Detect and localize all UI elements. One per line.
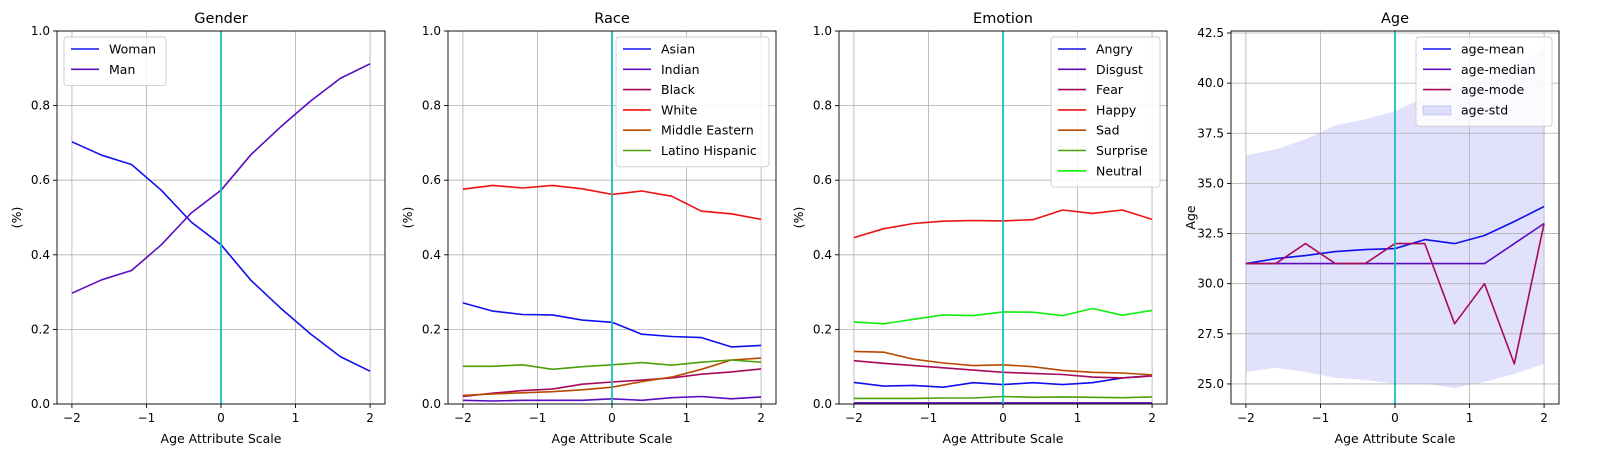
y-tick-label: 30.0 bbox=[1197, 277, 1224, 291]
legend: Angry Disgust Fear Happy Sad Surprise Neutral bbox=[1050, 36, 1161, 188]
legend-label: Neutral bbox=[1096, 163, 1142, 178]
x-tick-label: −1 bbox=[529, 411, 547, 425]
y-tick-label: 1.0 bbox=[31, 24, 50, 38]
y-tick-label: 32.5 bbox=[1197, 227, 1224, 241]
x-tick-label: −2 bbox=[845, 411, 863, 425]
legend-label: Sad bbox=[1096, 123, 1120, 138]
y-tick-label: 0.4 bbox=[422, 248, 441, 262]
y-tick-label: 0.0 bbox=[31, 397, 50, 411]
x-axis-label: Age Attribute Scale bbox=[552, 431, 673, 446]
x-tick-label: 0 bbox=[608, 411, 616, 425]
y-tick-label: 0.6 bbox=[31, 173, 50, 187]
x-tick-label: 1 bbox=[683, 411, 691, 425]
y-tick-label: 0.6 bbox=[422, 173, 441, 187]
chart-title: Gender bbox=[194, 11, 247, 27]
x-tick-label: −1 bbox=[138, 411, 156, 425]
legend-label: age-mode bbox=[1461, 82, 1525, 97]
legend-label: Latino Hispanic bbox=[661, 143, 757, 158]
y-axis-label: (%) bbox=[9, 207, 24, 229]
y-tick-label: 0.4 bbox=[31, 248, 50, 262]
legend-label: Disgust bbox=[1096, 62, 1143, 77]
y-tick-label: 42.5 bbox=[1197, 26, 1224, 40]
y-tick-label: 0.6 bbox=[813, 173, 832, 187]
legend-label: Fear bbox=[1096, 82, 1124, 97]
y-axis-label: (%) bbox=[400, 207, 415, 229]
y-tick-label: 1.0 bbox=[813, 24, 832, 38]
legend-label: Surprise bbox=[1096, 143, 1148, 158]
x-tick-label: −2 bbox=[63, 411, 81, 425]
y-tick-label: 35.0 bbox=[1197, 176, 1224, 190]
legend-box bbox=[615, 36, 770, 168]
y-tick-label: 37.5 bbox=[1197, 126, 1224, 140]
legend-label: Middle Eastern bbox=[661, 123, 754, 138]
legend-label: Happy bbox=[1096, 102, 1137, 117]
y-tick-label: 0.8 bbox=[813, 99, 832, 113]
legend-label: age-mean bbox=[1461, 42, 1524, 57]
y-tick-label: 0.2 bbox=[422, 322, 441, 336]
x-tick-label: 0 bbox=[999, 411, 1007, 425]
x-axis-label: Age Attribute Scale bbox=[161, 431, 282, 446]
x-tick-label: −1 bbox=[920, 411, 938, 425]
legend-box bbox=[1050, 36, 1161, 188]
legend-label: White bbox=[661, 102, 698, 117]
x-tick-label: 2 bbox=[757, 411, 765, 425]
y-axis-label: (%) bbox=[791, 207, 806, 229]
legend-label: Angry bbox=[1096, 42, 1134, 57]
x-axis-label: Age Attribute Scale bbox=[1335, 431, 1456, 446]
x-tick-label: 2 bbox=[1148, 411, 1156, 425]
y-tick-label: 40.0 bbox=[1197, 76, 1224, 90]
x-tick-label: 1 bbox=[1074, 411, 1082, 425]
legend: age-mean age-median age-mode age-std bbox=[1415, 36, 1553, 127]
chart-panel-race: −2 −1 0 1 2 0.0 0.2 0.4 0.6 0.8 1.0 Race Age Attribu… bbox=[400, 11, 777, 446]
legend-label: age-std bbox=[1461, 102, 1508, 117]
legend-label: Asian bbox=[661, 42, 695, 57]
chart-panel-emotion: −2 −1 0 1 2 0.0 0.2 0.4 0.6 0.8 1.0 Emotion Age Attr… bbox=[791, 11, 1168, 446]
y-tick-label: 0.8 bbox=[422, 99, 441, 113]
legend-swatch bbox=[1422, 105, 1452, 116]
x-axis-label: Age Attribute Scale bbox=[943, 431, 1064, 446]
x-tick-label: 0 bbox=[217, 411, 225, 425]
x-tick-label: −2 bbox=[1237, 411, 1255, 425]
chart-panel-gender: −2 −1 0 1 2 0.0 0.2 0.4 0.6 0.8 1.0 Gender Age Attri… bbox=[9, 11, 386, 446]
legend-label: Woman bbox=[109, 42, 156, 57]
legend-box bbox=[1415, 36, 1553, 127]
x-tick-label: 2 bbox=[366, 411, 374, 425]
y-tick-label: 0.2 bbox=[813, 322, 832, 336]
legend-label: Man bbox=[109, 62, 135, 77]
chart-title: Race bbox=[594, 11, 630, 27]
y-tick-label: 0.8 bbox=[31, 99, 50, 113]
y-tick-label: 27.5 bbox=[1197, 327, 1224, 341]
chart-panel-age: −2 −1 0 1 2 25.0 27.5 30.0 32.5 35.0 37.5 40.0 42.5 A… bbox=[1183, 11, 1560, 446]
y-tick-label: 0.2 bbox=[31, 322, 50, 336]
x-tick-label: 1 bbox=[292, 411, 300, 425]
y-axis-label: Age bbox=[1183, 205, 1198, 229]
x-tick-label: 0 bbox=[1391, 411, 1399, 425]
x-tick-label: −2 bbox=[454, 411, 472, 425]
chart-title: Emotion bbox=[973, 11, 1033, 27]
legend-label: Indian bbox=[661, 62, 700, 77]
y-tick-label: 0.0 bbox=[813, 397, 832, 411]
legend: Asian Indian Black White Middle Eastern Latin… bbox=[615, 36, 770, 168]
chart-title: Age bbox=[1381, 11, 1409, 27]
x-tick-label: 1 bbox=[1466, 411, 1474, 425]
legend: Woman Man bbox=[63, 36, 167, 87]
legend-label: age-median bbox=[1461, 62, 1536, 77]
x-tick-label: 2 bbox=[1540, 411, 1548, 425]
y-tick-label: 0.4 bbox=[813, 248, 832, 262]
x-tick-label: −1 bbox=[1312, 411, 1330, 425]
y-tick-label: 25.0 bbox=[1197, 377, 1224, 391]
legend-label: Black bbox=[661, 82, 696, 97]
y-tick-label: 1.0 bbox=[422, 24, 441, 38]
y-tick-label: 0.0 bbox=[422, 397, 441, 411]
